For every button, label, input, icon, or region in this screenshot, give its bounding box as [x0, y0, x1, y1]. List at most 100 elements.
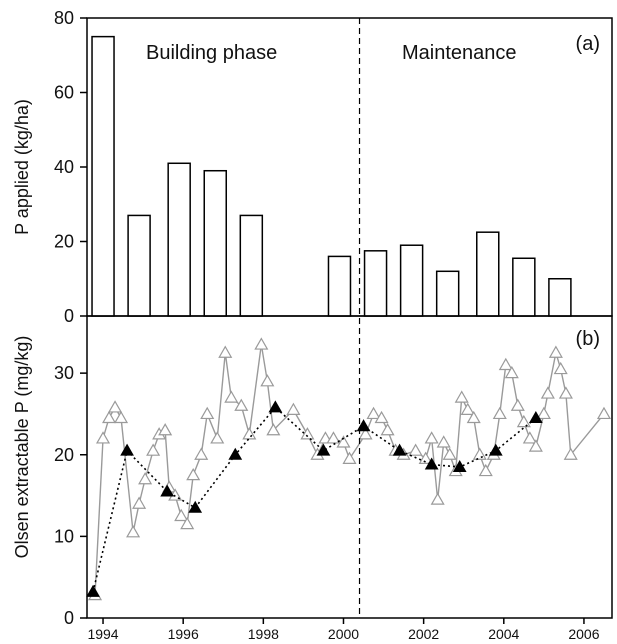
- grey-open-triangle-point: [596, 406, 612, 420]
- grey-open-triangle-point: [516, 414, 531, 428]
- grey-open-triangle-point: [114, 410, 129, 424]
- grey-open-triangle-point: [266, 423, 281, 436]
- grey-open-triangle-point: [540, 386, 555, 399]
- y-tick-label-b: 20: [54, 445, 74, 465]
- y-tick-label-b: 0: [64, 608, 74, 628]
- panel-a: 0 20 40 60 80 P applied (kg/ha) (a) Building ph…: [12, 8, 613, 326]
- bar-1994.9: [127, 214, 151, 317]
- x-tick-label: 2002: [408, 626, 439, 639]
- x-tick-label: 2000: [328, 626, 359, 639]
- black-filled-triangle-point: [452, 459, 467, 472]
- grey-open-triangle-point: [132, 496, 147, 509]
- bar-2004.5: [512, 257, 536, 317]
- grey-open-triangle-point: [522, 431, 537, 444]
- grey-open-triangle-point: [224, 390, 239, 403]
- black-filled-triangle-point: [316, 443, 331, 456]
- grey-open-triangle-point: [260, 374, 275, 387]
- grey-open-triangle-point: [548, 345, 563, 358]
- panel-label-b: (b): [576, 328, 600, 350]
- black-filled-triangle-point: [488, 443, 503, 456]
- grey-open-triangle-point: [472, 447, 487, 460]
- x-tick-label: 1994: [87, 626, 118, 639]
- grey-open-triangle-point: [558, 386, 573, 399]
- grey-open-triangle-point: [478, 463, 493, 477]
- y-axis-label-a: P applied (kg/ha): [12, 99, 32, 235]
- bar-2003.6: [476, 231, 500, 317]
- grey-open-triangle-point: [436, 435, 451, 448]
- black-filled-triangle-point: [120, 443, 134, 456]
- grey-open-triangle-point: [380, 423, 395, 436]
- black-filled-triangle-point: [268, 400, 283, 413]
- grey-open-triangle-point: [126, 525, 141, 538]
- x-tick-label: 1998: [248, 626, 279, 639]
- x-tick-label: 2006: [568, 626, 599, 639]
- grey-open-triangle-point: [492, 406, 507, 420]
- black-filled-triangle-point: [160, 484, 175, 497]
- grey-open-triangle-point: [254, 337, 269, 350]
- panel-label-a: (a): [576, 33, 600, 55]
- bar-1999.9: [327, 255, 352, 317]
- grey-open-triangle-point: [366, 406, 381, 420]
- x-tick-label: 2004: [488, 626, 519, 639]
- grey-open-triangle-point: [498, 357, 513, 371]
- grey-open-triangle-point: [186, 467, 201, 481]
- grey-open-triangle-point: [424, 431, 439, 444]
- grey-open-triangle-point: [108, 400, 123, 413]
- black-filled-triangle-point: [528, 411, 543, 424]
- bar-1996.8: [203, 169, 227, 317]
- grey-open-triangle-point: [180, 516, 195, 530]
- grey-open-triangle-point: [358, 427, 373, 440]
- black-filled-triangle-point: [228, 447, 243, 460]
- bar-2005.4: [548, 278, 572, 317]
- black-filled-triangle-point: [356, 419, 371, 432]
- grey-open-triangle-point: [336, 435, 351, 448]
- phase-label-building: Building phase: [146, 42, 277, 64]
- black-filled-triangle-point: [424, 457, 439, 470]
- grey-open-triangle-point: [234, 398, 249, 411]
- grey-open-triangle-point: [418, 451, 433, 464]
- grey-open-triangle-point: [102, 410, 117, 424]
- grey-open-triangle-point: [408, 443, 423, 456]
- grey-open-triangle-point: [158, 423, 173, 436]
- grey-open-triangle-point: [454, 390, 469, 403]
- grey-open-triangle-point: [374, 410, 389, 424]
- grey-open-triangle-point: [536, 406, 551, 420]
- grey-open-triangle-point: [174, 508, 189, 522]
- y-tick-label-a: 80: [54, 8, 74, 28]
- grey-open-triangle-point: [563, 447, 578, 460]
- y-tick-label-a: 0: [64, 306, 74, 326]
- series-grey-line: [94, 344, 605, 596]
- bar-2000.8: [363, 250, 388, 317]
- grey-open-triangle-point: [430, 492, 445, 505]
- bar-1995.9: [167, 162, 191, 317]
- grey-open-triangle-point: [466, 410, 481, 424]
- grey-open-triangle-point: [300, 427, 315, 440]
- y-tick-label-a: 20: [54, 232, 74, 252]
- grey-open-triangle-point: [146, 443, 161, 456]
- y-tick-label-a: 60: [54, 83, 74, 103]
- grey-open-triangle-point: [553, 361, 568, 375]
- y-axis-label-b: Olsen extractable P (mg/kg): [12, 336, 32, 559]
- grey-open-triangle-point: [342, 451, 357, 464]
- phase-label-maintenance: Maintenance: [402, 42, 517, 64]
- black-filled-triangle-point: [86, 584, 100, 597]
- bar-1997.7: [239, 214, 264, 317]
- grey-open-triangle-point: [442, 447, 457, 460]
- bar-1994: [91, 35, 115, 317]
- bar-2002.6: [435, 270, 460, 317]
- grey-open-triangle-point: [138, 472, 153, 485]
- grey-open-triangle-point: [504, 365, 519, 379]
- panel-b: 0 10 20 30 1994 1996 1998 2000 2002 2004 2006 Olsen…: [12, 315, 613, 642]
- y-tick-label-b: 10: [54, 526, 74, 546]
- y-tick-label-b: 30: [54, 363, 74, 383]
- grey-open-triangle-point: [286, 402, 301, 415]
- y-tick-label-a: 40: [54, 157, 74, 177]
- grey-open-triangle-point: [242, 427, 257, 440]
- black-filled-triangle-point: [392, 443, 407, 456]
- black-filled-triangle-point: [188, 500, 203, 513]
- grey-open-triangle-point: [460, 402, 475, 415]
- grey-open-triangle-point: [326, 431, 341, 444]
- grey-open-triangle-point: [210, 431, 225, 444]
